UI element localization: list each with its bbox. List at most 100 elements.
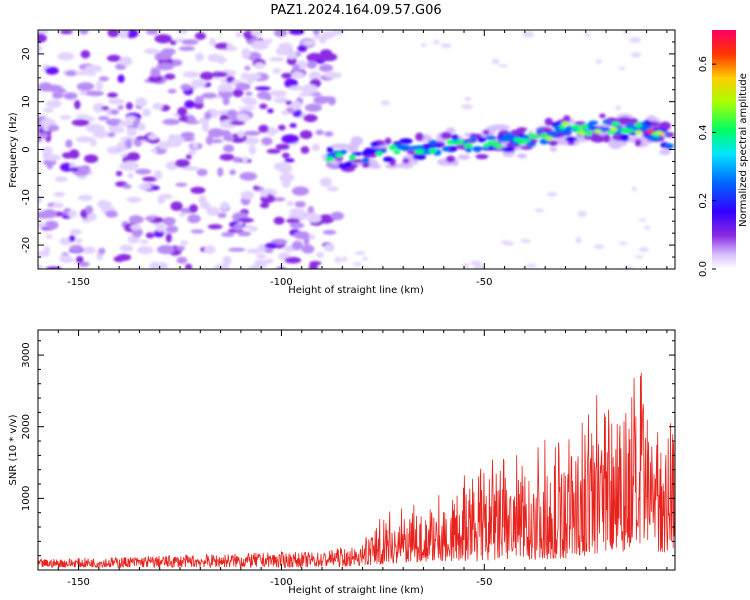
signal-blob [483, 143, 490, 148]
noise-blob [210, 139, 223, 144]
signal-blob [485, 135, 497, 140]
noise-blob [266, 148, 281, 154]
spectrogram-noise [38, 30, 651, 269]
noise-blob [634, 255, 644, 259]
bottom-xlabel: Height of straight line (km) [288, 585, 424, 596]
noise-blob [52, 91, 64, 99]
noise-blob [63, 92, 78, 100]
y-tick-label: 3000 [21, 342, 32, 367]
noise-blob [342, 256, 348, 263]
signal-blob [475, 154, 489, 160]
noise-blob [618, 66, 626, 71]
noise-blob [119, 56, 133, 67]
noise-blob [525, 263, 538, 268]
noise-blob [169, 40, 177, 46]
noise-blob [42, 146, 53, 156]
noise-blob [44, 220, 59, 230]
signal-blob [580, 124, 589, 130]
noise-blob [41, 209, 57, 219]
signal-blob [634, 122, 642, 128]
noise-blob [98, 76, 109, 82]
noise-blob [219, 130, 232, 137]
noise-blob [259, 202, 270, 209]
signal-blob [522, 138, 531, 143]
signal-blob [376, 150, 383, 157]
noise-blob [107, 30, 120, 38]
noise-blob [127, 173, 134, 179]
noise-blob [86, 212, 97, 221]
noise-blob [264, 258, 274, 264]
y-tick-label: 2000 [21, 414, 32, 439]
noise-blob [144, 48, 160, 55]
noise-blob [380, 100, 391, 106]
noise-blob [195, 52, 204, 62]
noise-blob [638, 247, 649, 253]
noise-blob [324, 71, 343, 79]
spectrogram-panel: -150 -100 -50 20 10 0 -10 -20 Height of straigh… [8, 29, 676, 296]
x-tick-label: -50 [476, 577, 492, 588]
noise-blob [223, 144, 235, 153]
noise-blob [166, 225, 179, 233]
noise-blob [289, 208, 306, 214]
noise-blob [182, 71, 200, 78]
y-tick-label: -10 [21, 189, 32, 205]
signal-blob [502, 146, 515, 153]
noise-blob [206, 206, 220, 216]
noise-blob [98, 116, 110, 121]
signal-blob [562, 115, 571, 123]
noise-blob [293, 232, 304, 237]
noise-blob [84, 65, 103, 73]
signal-blob [472, 146, 483, 152]
noise-blob [245, 91, 253, 96]
noise-blob [76, 82, 94, 91]
noise-blob [520, 238, 532, 244]
noise-blob [585, 32, 590, 38]
signal-peak [660, 132, 666, 136]
noise-blob [233, 223, 243, 231]
noise-blob [251, 40, 269, 50]
signal-blob [658, 121, 671, 131]
noise-blob [43, 159, 57, 166]
noise-blob [58, 88, 67, 93]
signal-blob [344, 161, 352, 168]
noise-blob [210, 71, 228, 78]
noise-blob [330, 211, 345, 221]
noise-blob [300, 146, 310, 154]
signal-blob [664, 143, 675, 148]
noise-blob [228, 247, 246, 252]
noise-blob [184, 100, 196, 109]
noise-blob [135, 97, 147, 108]
noise-blob [126, 127, 137, 137]
signal-blob [517, 153, 527, 159]
noise-blob [249, 226, 258, 232]
noise-blob [181, 39, 199, 45]
signal-blob [545, 136, 554, 141]
noise-blob [125, 138, 133, 149]
noise-blob [60, 30, 73, 35]
noise-blob [59, 254, 68, 262]
noise-blob [354, 251, 366, 256]
snr-panel: -150 -100 -50 1000 2000 3000 Height of straig… [8, 329, 676, 596]
noise-blob [244, 30, 253, 41]
top-ylabel: Frequency (Hz) [8, 112, 19, 188]
signal-peak [647, 129, 655, 134]
signal-blob [624, 128, 634, 134]
noise-blob [137, 123, 146, 131]
noise-blob [198, 195, 207, 205]
spectrogram-ticks: -150 -100 -50 20 10 0 -10 -20 [21, 29, 675, 288]
noise-blob [318, 64, 334, 72]
signal-blob [610, 127, 619, 132]
noise-blob [332, 30, 344, 36]
noise-blob [301, 244, 315, 254]
noise-blob [88, 124, 105, 133]
noise-blob [77, 194, 93, 201]
noise-blob [185, 263, 193, 269]
y-tick-label: 10 [21, 95, 32, 108]
noise-blob [98, 247, 106, 255]
signal-blob [440, 131, 452, 140]
signal-blob [350, 136, 363, 146]
noise-blob [306, 60, 317, 69]
noise-blob [110, 126, 125, 134]
signal-blob [380, 147, 388, 152]
noise-blob [67, 210, 78, 218]
